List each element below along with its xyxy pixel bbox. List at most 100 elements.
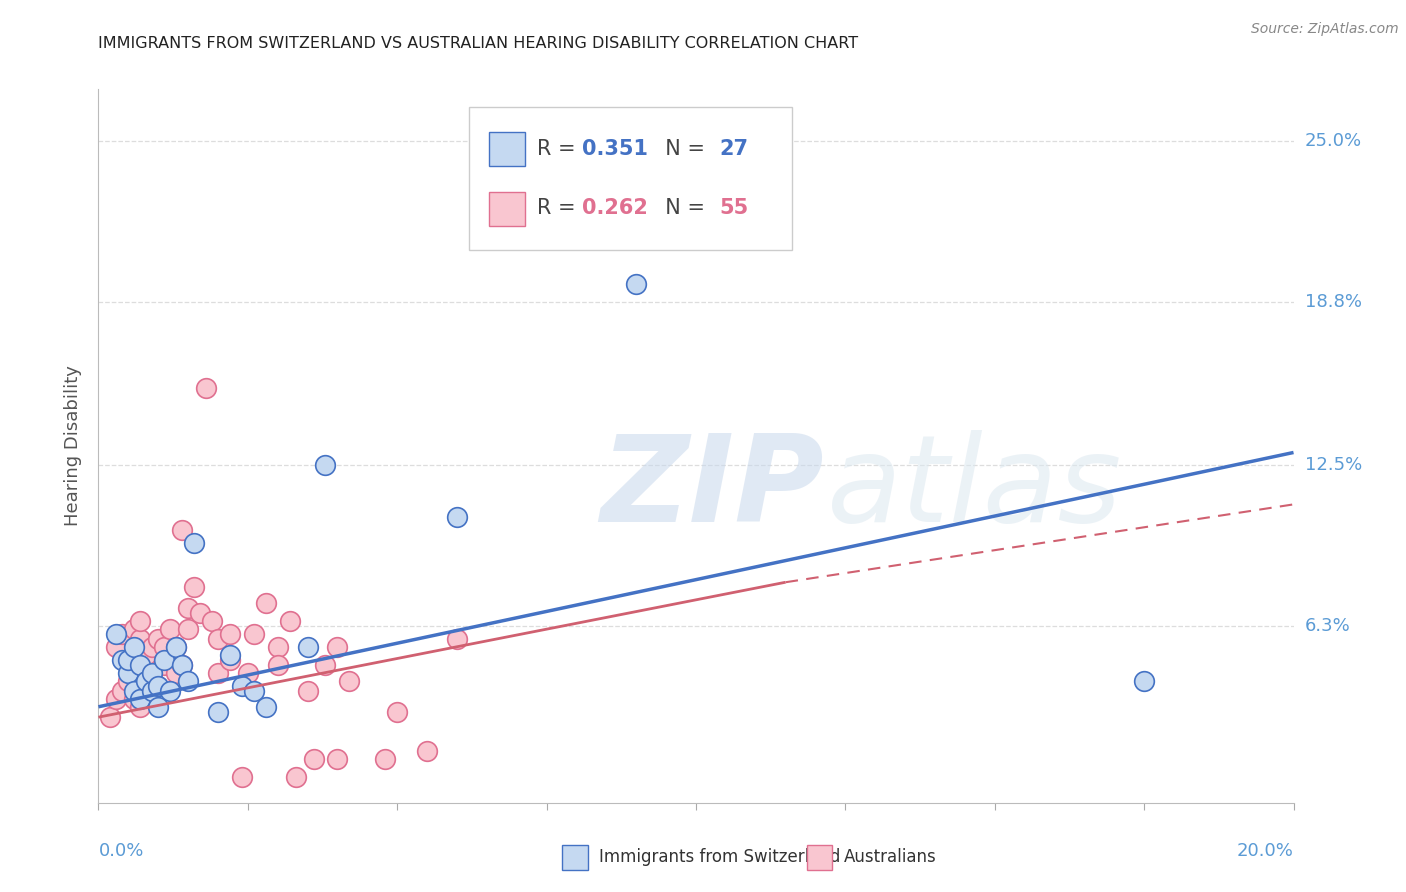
Point xyxy=(326,640,349,654)
Point xyxy=(135,648,157,662)
Text: 18.8%: 18.8% xyxy=(1305,293,1361,311)
Point xyxy=(201,614,224,628)
Point xyxy=(302,752,325,766)
Point xyxy=(124,692,146,706)
Point xyxy=(207,632,229,647)
Point xyxy=(326,752,349,766)
Point xyxy=(219,653,242,667)
Text: N =: N = xyxy=(652,138,711,159)
Point xyxy=(148,679,170,693)
Point xyxy=(135,658,157,673)
Point xyxy=(165,640,187,654)
Point xyxy=(219,648,242,662)
Text: atlas: atlas xyxy=(827,430,1123,548)
Point xyxy=(124,622,146,636)
Point xyxy=(117,666,139,681)
Point xyxy=(297,640,319,654)
Point xyxy=(219,627,242,641)
Point xyxy=(207,666,229,681)
Point xyxy=(105,640,128,654)
Point xyxy=(148,699,170,714)
Point xyxy=(111,627,134,641)
Point xyxy=(117,653,139,667)
Text: R =: R = xyxy=(537,198,582,219)
Point xyxy=(111,684,134,698)
Text: N =: N = xyxy=(652,198,711,219)
Point xyxy=(111,653,134,667)
Text: 55: 55 xyxy=(720,198,749,219)
Text: 0.0%: 0.0% xyxy=(98,842,143,860)
Point xyxy=(177,622,200,636)
Point xyxy=(129,699,152,714)
Point xyxy=(339,673,360,688)
FancyBboxPatch shape xyxy=(470,107,792,250)
Point xyxy=(159,684,181,698)
Point xyxy=(243,684,266,698)
Point xyxy=(141,666,163,681)
Point xyxy=(129,692,152,706)
Point xyxy=(148,679,170,693)
Point xyxy=(124,684,146,698)
Point xyxy=(153,640,176,654)
Point xyxy=(446,510,468,524)
Point xyxy=(177,673,200,688)
Y-axis label: Hearing Disability: Hearing Disability xyxy=(65,366,83,526)
Point xyxy=(231,770,253,784)
Text: 6.3%: 6.3% xyxy=(1305,617,1350,635)
Point xyxy=(105,692,128,706)
Point xyxy=(231,679,253,693)
Point xyxy=(207,705,229,719)
Point xyxy=(194,381,218,395)
Point xyxy=(624,277,647,291)
Point xyxy=(172,658,194,673)
Point xyxy=(135,673,157,688)
Point xyxy=(416,744,439,758)
Point xyxy=(105,627,128,641)
Point xyxy=(254,699,277,714)
Point xyxy=(177,601,200,615)
Point xyxy=(153,658,176,673)
Point xyxy=(374,752,396,766)
Text: 27: 27 xyxy=(720,138,749,159)
Point xyxy=(117,658,139,673)
Text: R =: R = xyxy=(537,138,582,159)
Point xyxy=(278,614,301,628)
Point xyxy=(315,458,337,473)
Point xyxy=(172,524,194,538)
Text: 20.0%: 20.0% xyxy=(1237,842,1294,860)
Point xyxy=(159,622,181,636)
Point xyxy=(117,673,139,688)
Point xyxy=(1133,673,1156,688)
Point xyxy=(385,705,409,719)
Point xyxy=(446,632,468,647)
Point xyxy=(141,666,163,681)
Point xyxy=(129,614,152,628)
FancyBboxPatch shape xyxy=(489,132,524,167)
Point xyxy=(98,710,122,724)
Text: 25.0%: 25.0% xyxy=(1305,132,1362,150)
Point xyxy=(284,770,307,784)
Point xyxy=(188,607,211,621)
Point xyxy=(159,653,181,667)
Point xyxy=(148,632,170,647)
Point xyxy=(267,658,290,673)
Point xyxy=(183,581,205,595)
Point xyxy=(183,536,205,550)
Point xyxy=(141,640,163,654)
Text: 0.351: 0.351 xyxy=(582,138,648,159)
Text: Immigrants from Switzerland: Immigrants from Switzerland xyxy=(599,848,841,866)
Point xyxy=(141,684,163,698)
Point xyxy=(254,596,277,610)
Text: 0.262: 0.262 xyxy=(582,198,648,219)
Point xyxy=(129,632,152,647)
Text: IMMIGRANTS FROM SWITZERLAND VS AUSTRALIAN HEARING DISABILITY CORRELATION CHART: IMMIGRANTS FROM SWITZERLAND VS AUSTRALIA… xyxy=(98,36,859,51)
Point xyxy=(172,658,194,673)
Point xyxy=(124,640,146,654)
Text: ZIP: ZIP xyxy=(600,430,824,548)
Text: Australians: Australians xyxy=(844,848,936,866)
Point xyxy=(243,627,266,641)
Point xyxy=(165,666,187,681)
Point xyxy=(165,640,187,654)
Text: Source: ZipAtlas.com: Source: ZipAtlas.com xyxy=(1251,22,1399,37)
Point xyxy=(267,640,290,654)
